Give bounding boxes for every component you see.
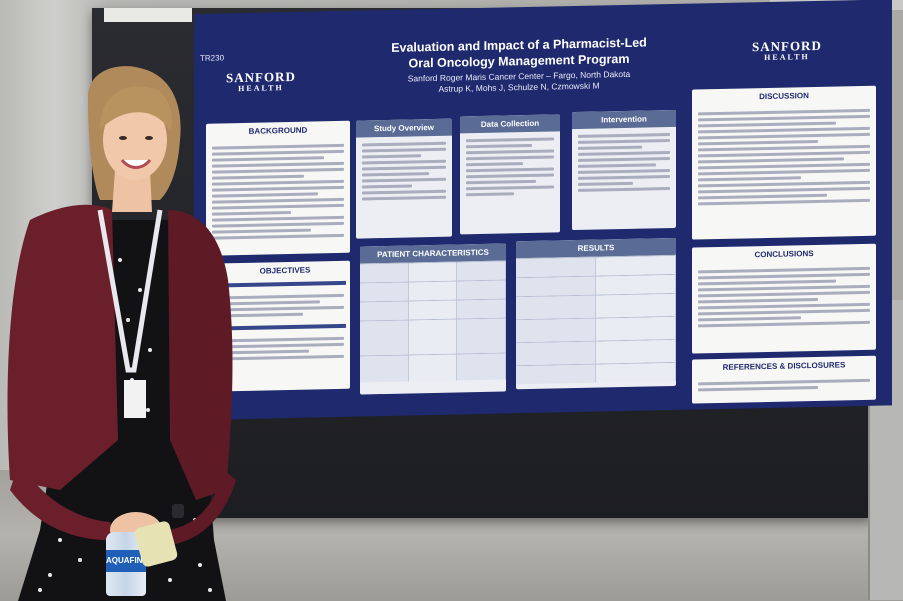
presenter-person	[7, 66, 236, 601]
research-poster: TR230 SANFORD HEALTH SANFORD HEALTH Eval…	[194, 0, 892, 420]
poster-subtitle: Sanford Roger Maris Cancer Center – Farg…	[354, 68, 684, 97]
study-overview-panel: Study Overview	[356, 118, 452, 239]
data-collection-panel: Data Collection	[460, 114, 560, 235]
study-overview-heading: Study Overview	[356, 118, 452, 138]
conclusions-panel: CONCLUSIONS	[692, 243, 876, 354]
references-panel: REFERENCES & DISCLOSURES	[692, 355, 876, 404]
board-label	[104, 8, 192, 22]
bottle-label: AQUAFINA	[106, 550, 148, 572]
intervention-heading: Intervention	[572, 109, 676, 130]
results-table: RESULTS	[516, 237, 676, 390]
sanford-logo-right: SANFORD HEALTH	[752, 37, 822, 63]
patient-characteristics-table: PATIENT CHARACTERISTICS	[360, 243, 506, 395]
data-collection-heading: Data Collection	[460, 114, 560, 134]
discussion-panel: DISCUSSION	[692, 85, 876, 240]
poster-title: Evaluation and Impact of a Pharmacist-Le…	[391, 35, 647, 71]
intervention-panel: Intervention	[572, 109, 676, 231]
